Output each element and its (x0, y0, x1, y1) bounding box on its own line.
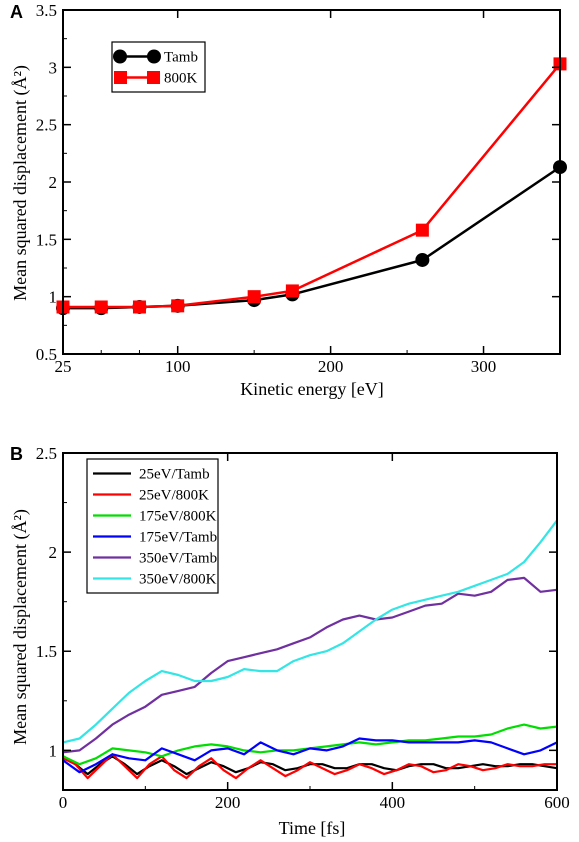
plot-b-xtick-label-1: 200 (215, 793, 241, 812)
plot-b-xlabel: Time [fs] (279, 818, 346, 838)
plot-a-point-1-6 (415, 223, 429, 237)
plot-a-point-1-3 (171, 299, 185, 313)
plot-a-legend-marker-0 (113, 49, 127, 64)
plot-a-point-1-5 (285, 284, 299, 298)
plot-b-legend-label-0: 25eV/Tamb (139, 467, 210, 483)
plot-b-legend-label-1: 25eV/800K (139, 488, 209, 504)
plot-a-point-1-4 (247, 290, 261, 304)
plot-a-legend-marker-end-0 (147, 49, 161, 64)
plot-a-point-1-1 (94, 300, 108, 314)
plot-a-xlabel: Kinetic energy [eV] (240, 379, 384, 399)
plot-a-ytick-label-3: 2 (49, 173, 58, 192)
plot-b-legend-label-3: 175eV/Tamb (139, 530, 217, 546)
plot-b: 0 200 400 600 1 1.5 2 2.5 25eV/Tamb 25eV/800K 175e… (36, 444, 570, 812)
plot-a-ytick-label-0: 0.5 (36, 345, 57, 364)
plot-b-xtick-label-2: 400 (380, 793, 406, 812)
plot-a-series-line-0 (63, 166, 561, 310)
plot-a-xtick-label-2: 200 (318, 357, 344, 376)
plot-a-legend-marker-end-1 (147, 71, 160, 84)
plot-b-ytick-label-3: 2.5 (36, 444, 57, 463)
plot-b-legend-label-5: 350eV/800K (139, 572, 217, 588)
plot-a-legend-label-0: Tamb (164, 50, 198, 66)
plot-b-ytick-label-2: 2 (49, 543, 58, 562)
plot-a: 25 100 200 300 0.5 1 1.5 2 2.5 3 3.5 Tamb 800K (36, 1, 567, 376)
plot-a-series-line-1 (63, 63, 561, 309)
plot-b-legend-label-4: 350eV/Tamb (139, 551, 217, 567)
plot-a-ytick-label-5: 3 (49, 58, 58, 77)
plot-b-xtick-label-3: 600 (544, 793, 570, 812)
panel-a-label: A (10, 2, 23, 22)
plot-b-legend-box (86, 458, 219, 594)
plot-b-series-line-1 (62, 753, 557, 780)
panel-b-label: B (10, 444, 23, 464)
plot-b-series-line-3 (62, 737, 558, 774)
plot-a-ylabel: Mean squared displacement (Å²) (10, 65, 31, 301)
plot-a-xtick-label-1: 100 (165, 357, 191, 376)
plot-b-legend-label-2: 175eV/800K (139, 509, 217, 525)
plot-b-ytick-label-0: 1 (49, 741, 58, 760)
plot-a-ytick-label-2: 1.5 (36, 230, 57, 249)
plot-a-point-0-6 (415, 252, 430, 267)
plot-b-series-line-5 (62, 519, 558, 744)
plot-a-ytick-label-4: 2.5 (36, 116, 57, 135)
plot-a-xtick-label-3: 300 (471, 357, 497, 376)
plot-b-ytick-label-1: 1.5 (36, 642, 57, 661)
plot-a-xtick-label-0: 25 (55, 357, 72, 376)
plot-a-legend-label-1: 800K (164, 71, 198, 87)
plot-a-ytick-label-6: 3.5 (36, 1, 57, 20)
plot-b-xtick-label-0: 0 (59, 793, 68, 812)
plot-b-series-line-4 (62, 576, 558, 754)
plot-a-ytick-label-1: 1 (49, 288, 58, 307)
plot-a-legend-marker-1 (114, 71, 127, 84)
plot-a-point-1-2 (132, 300, 146, 314)
plot-b-ylabel: Mean squared displacement (Å²) (10, 509, 31, 745)
